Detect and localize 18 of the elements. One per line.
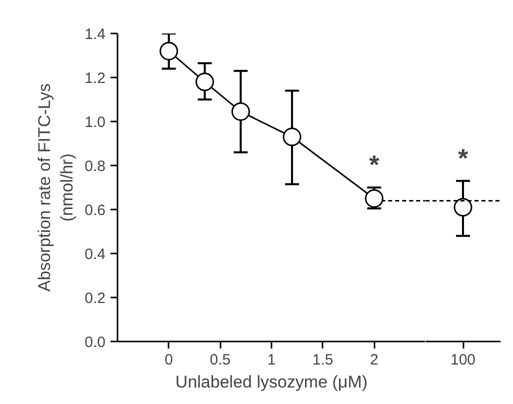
y-tick-label: 0.6 <box>84 202 106 219</box>
x-tick-label: 2 <box>370 352 378 368</box>
x-tick-label: 1.5 <box>312 352 334 368</box>
y-tick-label: 0.2 <box>84 290 106 307</box>
y-tick-label: 0.0 <box>84 334 106 351</box>
x-tick-label: 100 <box>450 352 476 368</box>
annotation: * <box>458 142 469 173</box>
annotation: * <box>369 150 380 180</box>
x-axis-title: Unlabeled lysozyme (μM) <box>175 372 368 392</box>
y-tick-label: 0.8 <box>84 158 106 175</box>
x-tick-label: 0.5 <box>210 352 231 368</box>
x-tick-label: 1 <box>267 352 276 368</box>
y-tick-label: 0.4 <box>84 246 106 263</box>
y-axis-title: Absorption rate of FITC-Lys (nmol/hr) <box>34 83 77 292</box>
x-tick-label: 0 <box>164 352 174 368</box>
y-tick-label: 1.0 <box>84 114 106 131</box>
y-tick-label: 1.4 <box>84 26 106 43</box>
y-tick-label: 1.2 <box>84 70 106 87</box>
